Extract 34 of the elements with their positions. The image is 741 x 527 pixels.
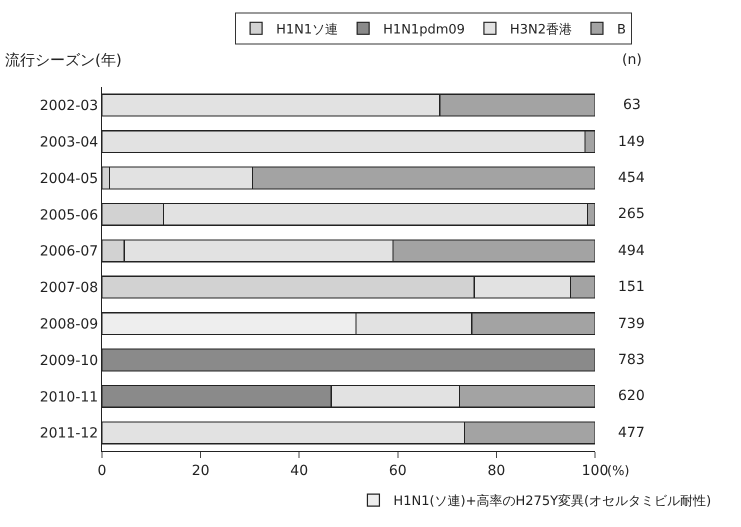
x-tick-label: 40 (290, 462, 308, 479)
text: 63 (623, 97, 641, 113)
legend-label: B (616, 22, 626, 38)
y-tick-label: 2011-12 (40, 426, 98, 442)
text: 494 (618, 243, 645, 259)
y-tick-label: 2005-06 (40, 207, 98, 224)
y-tick-label: 2009-10 (40, 352, 98, 369)
text: 151 (618, 279, 645, 295)
legend-label: H3N2香港 (510, 22, 572, 38)
x-tick-label: 60 (388, 462, 407, 479)
y-tick-label: 2004-05 (40, 170, 98, 187)
legend-label: H1N1pdm09 (383, 22, 465, 38)
text: 149 (618, 134, 645, 150)
text: 265 (618, 206, 645, 222)
x-tick-label: 100 (582, 462, 608, 479)
y-tick-label: 2006-07 (40, 244, 98, 260)
text: 783 (618, 352, 645, 368)
x-tick-label: 20 (192, 462, 210, 479)
y-axis-title: 流行シーズン(年) (5, 51, 122, 69)
x-axis-title: (%) (607, 464, 630, 479)
text: (n) (622, 52, 642, 68)
x-tick-label: 0 (98, 462, 106, 479)
text: 620 (618, 388, 645, 404)
y-tick-label: 2007-08 (40, 280, 98, 296)
y-tick-label: 2003-04 (40, 134, 98, 150)
y-tick-label: 2002-03 (40, 98, 98, 114)
text: 454 (618, 170, 645, 186)
x-tick-label: 80 (487, 462, 506, 479)
text: 739 (618, 316, 645, 332)
y-tick-label: 2010-11 (40, 389, 98, 406)
y-tick-label: 2008-09 (40, 316, 98, 332)
text: 477 (618, 425, 645, 441)
legend-label: H1N1(ソ連)+高率のH275Y変異(オセルタミビル耐性) (393, 493, 712, 510)
legend-label: H1N1ソ連 (276, 22, 338, 38)
